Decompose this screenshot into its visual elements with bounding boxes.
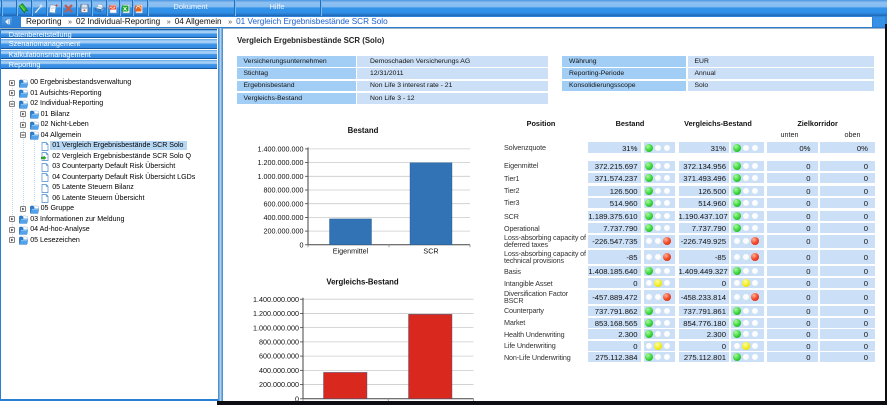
svg-text:200.000.000: 200.000.000 [259, 380, 299, 389]
svg-text:400.000.000: 400.000.000 [264, 213, 304, 222]
svg-text:Bestand: Bestand [348, 126, 379, 135]
svg-text:800.000.000: 800.000.000 [264, 186, 304, 195]
svg-text:1.400.000.000: 1.400.000.000 [253, 295, 299, 304]
svg-text:600.000.000: 600.000.000 [264, 199, 304, 208]
svg-text:1.400.000.000: 1.400.000.000 [258, 145, 304, 154]
svg-text:1.000.000.000: 1.000.000.000 [258, 172, 304, 181]
svg-text:800.000.000: 800.000.000 [259, 337, 299, 346]
svg-text:400.000.000: 400.000.000 [259, 366, 299, 375]
svg-text:0: 0 [295, 394, 299, 403]
svg-text:PDF: PDF [109, 5, 115, 9]
svg-text:1.200.000.000: 1.200.000.000 [258, 158, 304, 167]
svg-text:200.000.000: 200.000.000 [264, 227, 304, 236]
svg-text:Eigenmittel: Eigenmittel [333, 247, 369, 256]
svg-text:1.000.000.000: 1.000.000.000 [253, 323, 299, 332]
svg-text:0: 0 [300, 240, 304, 249]
svg-text:1.200.000.000: 1.200.000.000 [253, 309, 299, 318]
svg-text:SCR: SCR [423, 247, 438, 256]
svg-text:600.000.000: 600.000.000 [259, 352, 299, 361]
svg-text:Vergleichs-Bestand: Vergleichs-Bestand [326, 278, 399, 287]
